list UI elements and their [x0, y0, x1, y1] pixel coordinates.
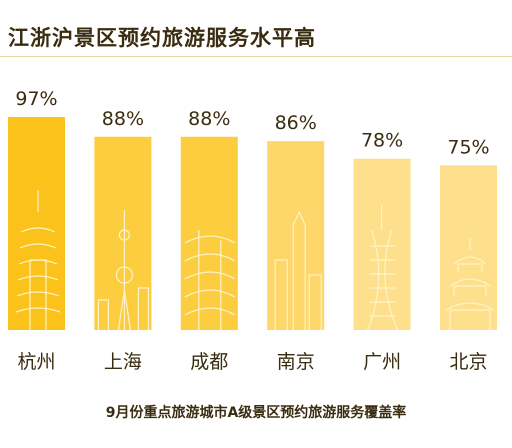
- category-label: 南京: [277, 351, 315, 373]
- chart-title: 江浙沪景区预约旅游服务水平高: [8, 26, 316, 50]
- category-label: 杭州: [17, 351, 55, 373]
- landmark-lineart: [184, 230, 236, 330]
- bar-0: [8, 117, 65, 330]
- bar-4: [353, 158, 411, 330]
- category-label: 广州: [363, 351, 401, 373]
- value-label: 97%: [15, 88, 57, 110]
- value-label: 88%: [188, 108, 230, 130]
- category-label: 北京: [449, 351, 487, 373]
- value-label: 88%: [102, 108, 144, 130]
- landmark-lineart: [445, 238, 495, 330]
- chart-subtitle: 9月份重点旅游城市A级景区预约旅游服务覆盖率: [105, 405, 407, 421]
- landmark-lineart: [97, 210, 149, 331]
- category-label: 成都: [190, 351, 228, 373]
- landmark-lineart: [274, 210, 322, 330]
- bar-2: [180, 136, 238, 330]
- landmark-lineart: [15, 190, 61, 330]
- bar-5: [440, 165, 497, 330]
- value-label: 75%: [447, 136, 489, 158]
- bar-3: [267, 141, 325, 330]
- title-divider: [0, 56, 512, 57]
- category-label: 上海: [104, 351, 142, 373]
- value-label: 78%: [361, 130, 403, 152]
- landmark-lineart: [367, 205, 399, 331]
- value-label: 86%: [275, 112, 317, 134]
